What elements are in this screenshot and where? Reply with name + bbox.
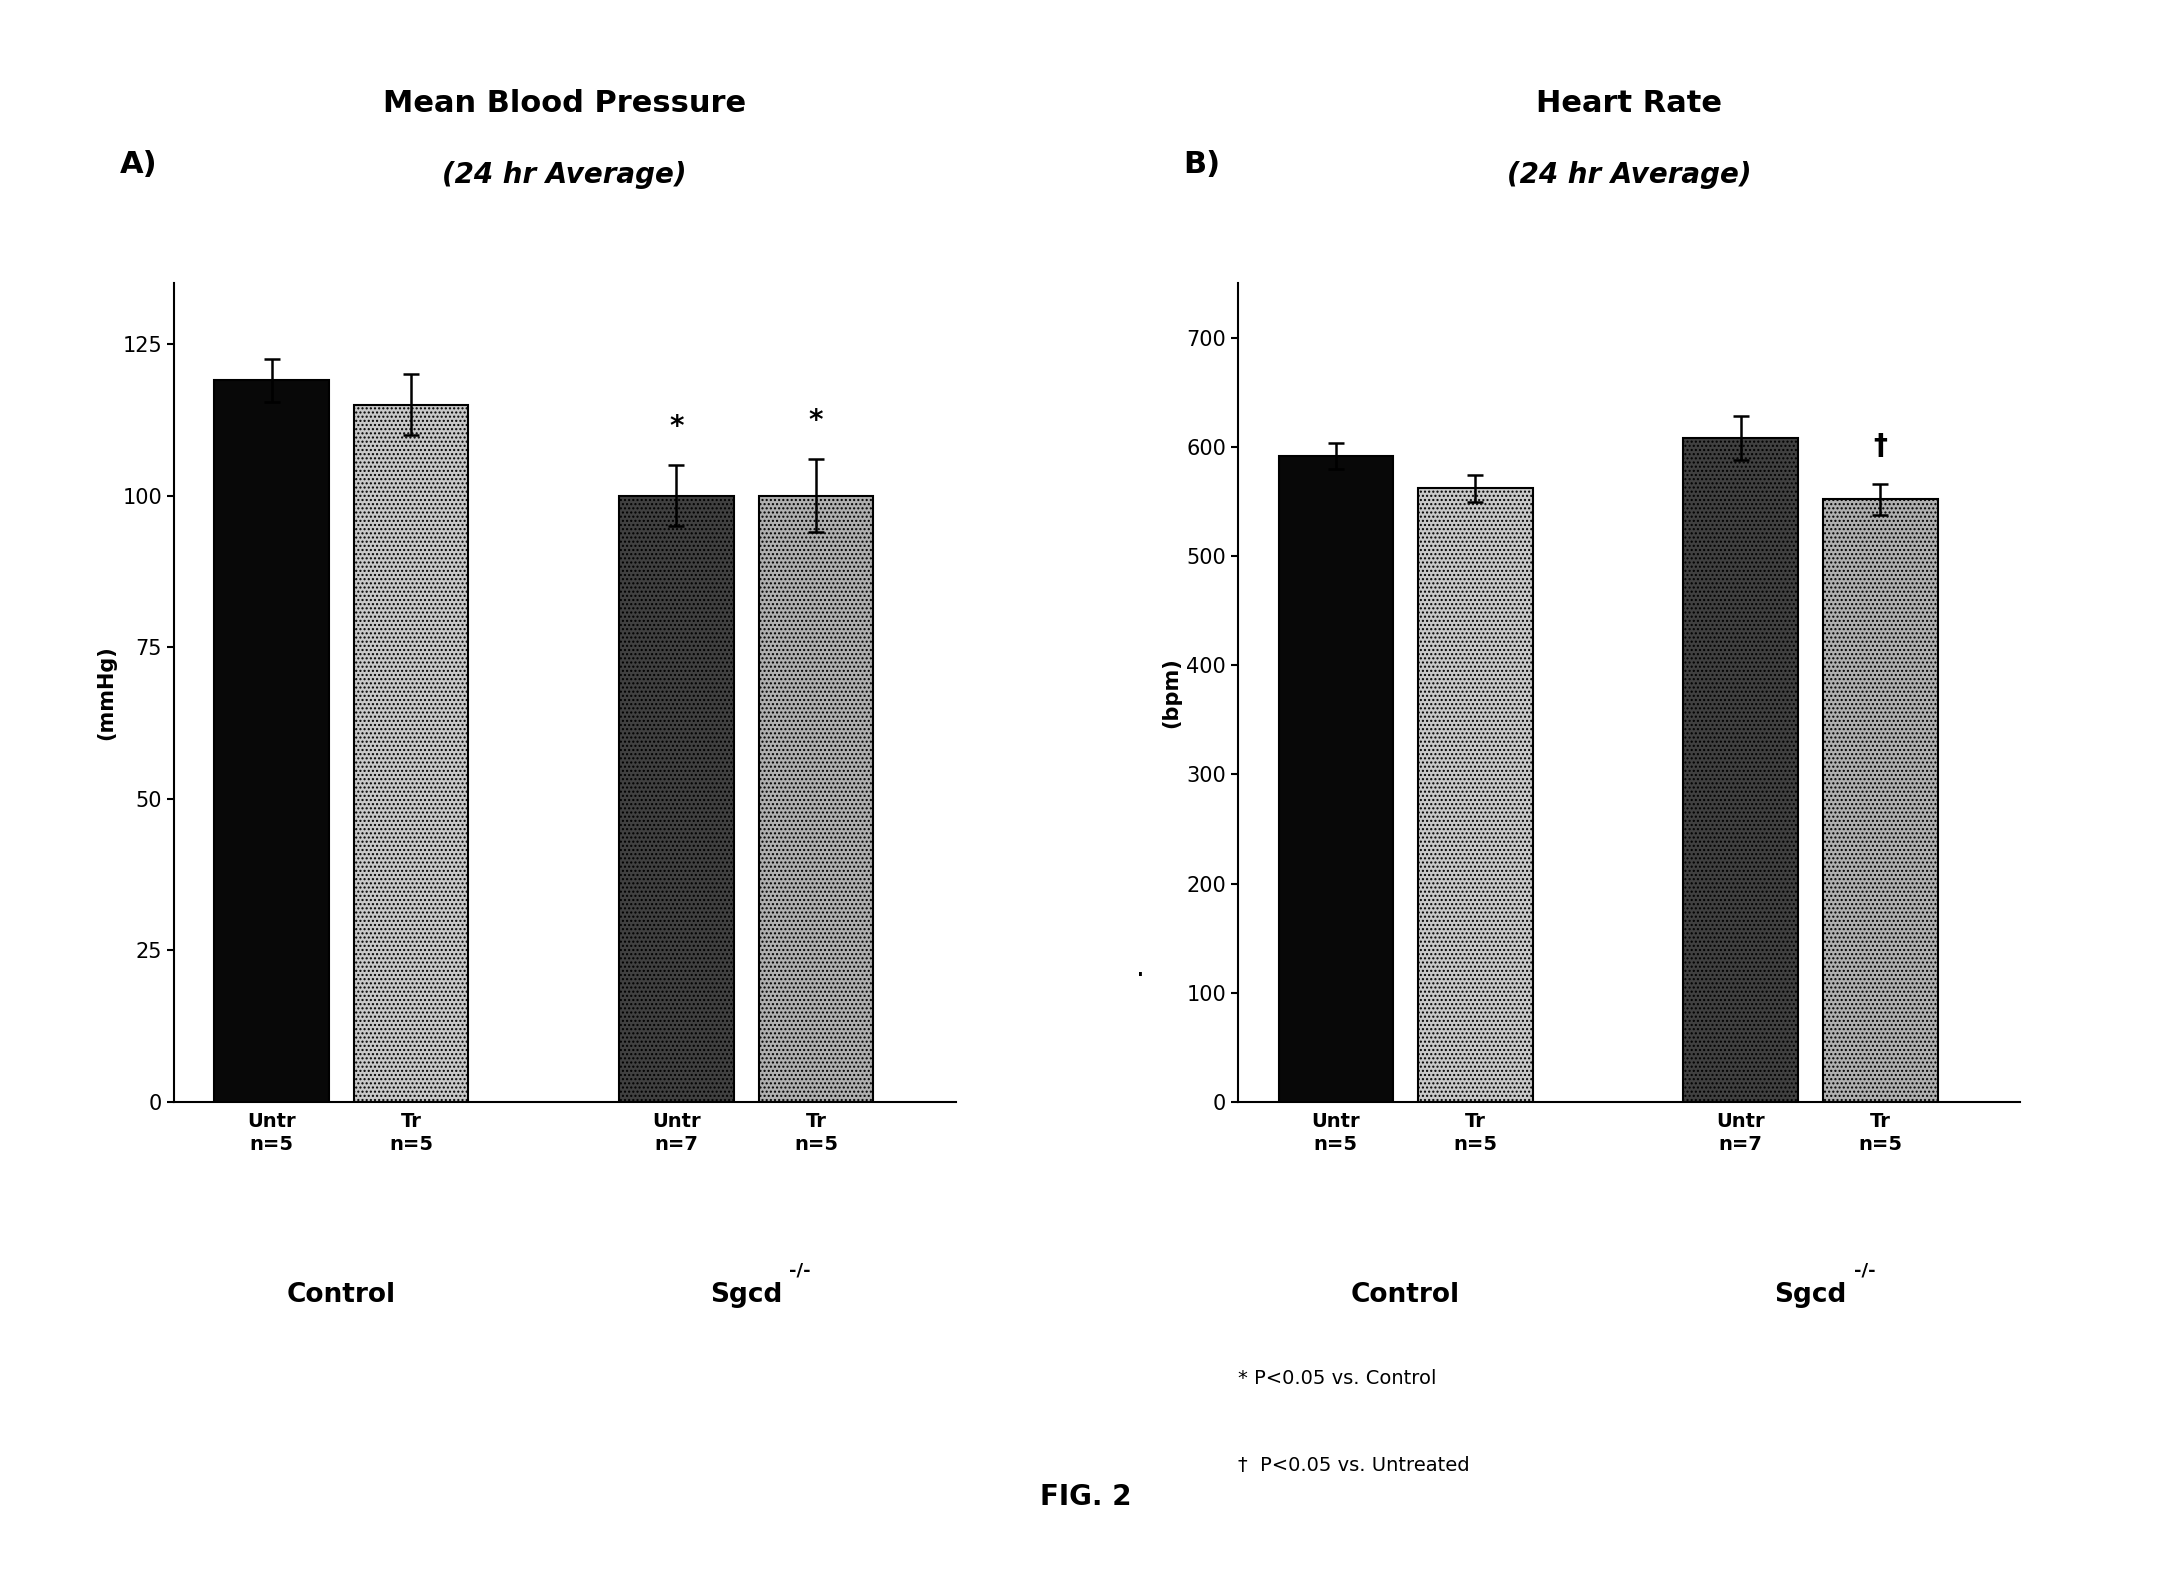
Text: FIG. 2: FIG. 2: [1040, 1483, 1132, 1511]
Text: †: †: [1872, 431, 1887, 460]
Bar: [758, 496, 873, 1102]
Text: -/-: -/-: [788, 1261, 810, 1280]
Text: (24 hr Average): (24 hr Average): [1507, 161, 1751, 189]
Bar: [215, 381, 328, 1102]
Text: B): B): [1184, 150, 1221, 178]
Bar: [1683, 438, 1798, 1102]
Text: -/-: -/-: [1853, 1261, 1874, 1280]
Bar: [1418, 488, 1533, 1102]
Bar: [354, 405, 469, 1102]
Text: *: *: [669, 412, 684, 441]
Y-axis label: (mmHg): (mmHg): [96, 645, 117, 740]
Text: ·: ·: [1136, 962, 1145, 990]
Text: (24 hr Average): (24 hr Average): [443, 161, 686, 189]
Bar: [1822, 499, 1937, 1102]
Text: Control: Control: [287, 1281, 395, 1308]
Text: Mean Blood Pressure: Mean Blood Pressure: [382, 90, 747, 118]
Text: *: *: [808, 406, 823, 434]
Text: Sgcd: Sgcd: [1775, 1281, 1846, 1308]
Y-axis label: (bpm): (bpm): [1160, 658, 1182, 727]
Text: Control: Control: [1351, 1281, 1460, 1308]
Text: A): A): [119, 150, 156, 178]
Text: †  P<0.05 vs. Untreated: † P<0.05 vs. Untreated: [1238, 1456, 1470, 1475]
Text: Heart Rate: Heart Rate: [1536, 90, 1722, 118]
Bar: [1279, 456, 1392, 1102]
Text: Sgcd: Sgcd: [710, 1281, 782, 1308]
Bar: [619, 496, 734, 1102]
Text: * P<0.05 vs. Control: * P<0.05 vs. Control: [1238, 1369, 1436, 1388]
